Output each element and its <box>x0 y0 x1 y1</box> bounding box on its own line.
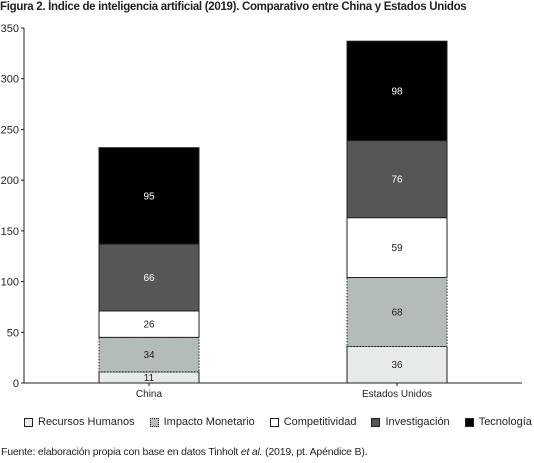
y-tick-label: 300 <box>1 74 19 86</box>
legend-swatch <box>371 417 381 427</box>
source-italic: et al. <box>240 446 263 458</box>
bar-segment <box>346 277 448 347</box>
legend-swatch <box>464 417 474 427</box>
axes: 0 50 100 150 200 250 300 350 China Estados Unidos <box>1 23 522 400</box>
bar-segment <box>98 243 200 312</box>
bar-segment <box>346 345 448 384</box>
legend-item: Tecnología <box>464 416 532 428</box>
legend: Recursos Humanos Impacto Monetario Competi… <box>24 414 534 430</box>
x-tick-label: China <box>136 389 163 400</box>
y-tick-label: 350 <box>1 23 19 35</box>
y-tick-label: 150 <box>1 226 19 238</box>
source-note: Fuente: elaboración propia con base en d… <box>1 446 368 458</box>
stacked-bar-chart: 0 50 100 150 200 250 300 350 China Estados Unidos… <box>1 23 522 400</box>
bar-segment <box>98 147 200 245</box>
legend-swatch <box>149 417 159 427</box>
legend-item: Impacto Monetario <box>149 416 255 428</box>
y-tick-label: 50 <box>7 327 19 339</box>
legend-item: Competitividad <box>269 416 357 428</box>
data-label: 11 <box>144 373 155 384</box>
bar-segment <box>346 140 448 219</box>
legend-item: Recursos Humanos <box>24 416 135 428</box>
y-tick-label: 0 <box>13 378 19 390</box>
legend-swatch <box>269 417 279 427</box>
source-suffix: (2019, pt. Apéndice B). <box>262 446 368 458</box>
legend-label: Recursos Humanos <box>38 416 135 428</box>
y-tick-label: 100 <box>1 277 19 289</box>
data-label: 68 <box>391 308 403 319</box>
data-label: 36 <box>391 360 403 371</box>
legend-label: Investigación <box>385 416 450 428</box>
legend-swatch <box>24 417 33 427</box>
legend-label: Tecnología <box>478 416 532 428</box>
source-prefix: Fuente: elaboración propia con base en d… <box>1 446 241 458</box>
bar-segment <box>346 40 448 142</box>
bar-segment <box>98 336 200 373</box>
bars: 11 34 26 66 95 36 68 59 76 98 <box>98 40 448 384</box>
legend-label: Impacto Monetario <box>163 416 255 428</box>
data-label: 95 <box>143 191 155 202</box>
bar-segment <box>98 310 200 338</box>
data-label: 66 <box>143 273 155 284</box>
data-label: 76 <box>391 175 403 186</box>
data-label: 26 <box>143 320 155 331</box>
data-label: 59 <box>391 243 403 254</box>
x-tick-label: Estados Unidos <box>362 389 432 400</box>
legend-label: Competitividad <box>283 416 357 428</box>
legend-item: Investigación <box>371 416 450 428</box>
chart-title: Figura 2. Índice de inteligencia artific… <box>0 1 467 13</box>
data-label: 34 <box>143 350 155 361</box>
y-tick-label: 200 <box>1 175 19 187</box>
data-label: 98 <box>391 86 403 97</box>
y-tick-label: 250 <box>1 124 19 136</box>
